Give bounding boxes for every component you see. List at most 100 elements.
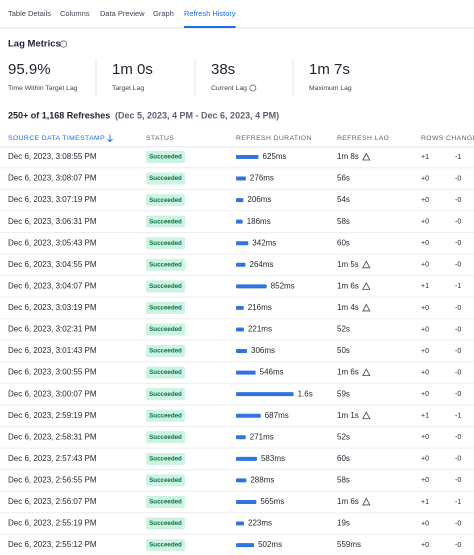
rows-removed: -0 — [455, 305, 461, 312]
metric-value: 1m 0s — [112, 61, 153, 78]
timestamp: Dec 6, 2023, 3:04:07 PM — [8, 281, 97, 290]
rows-added: +0 — [421, 542, 429, 549]
timestamp: Dec 6, 2023, 3:08:55 PM — [8, 152, 97, 161]
tab[interactable]: Refresh History — [184, 9, 236, 18]
status-badge — [146, 280, 185, 293]
status-badge — [146, 474, 185, 487]
duration: 271ms — [250, 432, 274, 441]
info-icon[interactable] — [249, 84, 257, 92]
lag: 59s — [337, 389, 350, 398]
lag: 50s — [337, 346, 350, 355]
rows-added: +0 — [421, 434, 429, 441]
duration-bar — [236, 198, 244, 203]
lag: 559ms — [337, 540, 361, 549]
rows-added: +0 — [421, 477, 429, 484]
tab[interactable]: Columns — [60, 9, 90, 18]
rows-removed: -0 — [455, 240, 461, 247]
tab[interactable]: Table Details — [8, 9, 51, 18]
tab[interactable]: Data Preview — [100, 9, 145, 18]
rows-added: +0 — [421, 326, 429, 333]
status: Succeeded — [149, 348, 182, 355]
status: Succeeded — [149, 326, 182, 333]
duration-bar — [236, 392, 294, 397]
duration: 1.6s — [298, 389, 313, 398]
duration-bar — [236, 543, 255, 548]
duration: 502ms — [258, 540, 282, 549]
status: Succeeded — [149, 391, 182, 398]
status: Succeeded — [149, 369, 182, 376]
metric-label: Current Lag — [211, 85, 247, 92]
tab[interactable]: Graph — [153, 9, 174, 18]
rows-removed: -0 — [455, 175, 461, 182]
status-badge — [146, 388, 185, 401]
warning-icon — [362, 303, 371, 312]
metric-label: Maximum Lag — [309, 85, 352, 92]
lag: 60s — [337, 238, 350, 247]
duration: 276ms — [250, 174, 274, 183]
duration-bar — [236, 219, 243, 224]
rows-removed: -0 — [455, 197, 461, 204]
column-header[interactable]: REFRESH DURATION — [236, 135, 312, 142]
timestamp: Dec 6, 2023, 3:07:19 PM — [8, 195, 97, 204]
status: Succeeded — [149, 197, 182, 204]
warning-icon — [362, 152, 371, 161]
duration-bar — [236, 456, 257, 461]
status: Succeeded — [149, 520, 182, 527]
metric-value: 95.9% — [8, 61, 51, 78]
status: Succeeded — [149, 240, 182, 247]
timestamp: Dec 6, 2023, 2:56:07 PM — [8, 497, 97, 506]
lag: 1m 6s — [337, 281, 359, 290]
status: Succeeded — [149, 412, 182, 419]
duration-bar — [236, 176, 246, 181]
rows-added: +0 — [421, 348, 429, 355]
column-header[interactable]: REFRESH LAG — [337, 135, 389, 142]
column-header[interactable]: ROWS CHANGE — [421, 135, 474, 142]
timestamp: Dec 6, 2023, 3:05:43 PM — [8, 238, 97, 247]
duration: 221ms — [248, 325, 272, 334]
status-badge — [146, 215, 185, 228]
duration-bar — [236, 305, 244, 310]
rows-added: +0 — [421, 197, 429, 204]
rows-removed: -0 — [455, 391, 461, 398]
warning-icon — [362, 368, 371, 376]
refresh-range: (Dec 5, 2023, 4 PM - Dec 6, 2023, 4 PM) — [115, 110, 279, 120]
status: Succeeded — [149, 261, 182, 268]
status-badge — [146, 345, 185, 358]
duration: 565ms — [260, 497, 284, 506]
column-header[interactable]: SOURCE DATA TIMESTAMP — [8, 135, 105, 142]
lag: 58s — [337, 217, 350, 226]
timestamp: Dec 6, 2023, 2:59:19 PM — [8, 411, 97, 420]
timestamp: Dec 6, 2023, 2:55:19 PM — [8, 519, 97, 528]
rows-removed: -0 — [455, 542, 461, 549]
info-icon[interactable] — [59, 40, 68, 48]
status-badge — [146, 237, 185, 250]
rows-removed: -1 — [455, 499, 461, 506]
timestamp: Dec 6, 2023, 2:57:43 PM — [8, 454, 97, 463]
lag: 1m 8s — [337, 152, 359, 161]
status-badge — [146, 194, 185, 207]
timestamp: Dec 6, 2023, 2:56:55 PM — [8, 476, 97, 485]
rows-added: +0 — [421, 369, 429, 376]
column-header[interactable]: STATUS — [146, 135, 174, 142]
timestamp: Dec 6, 2023, 3:03:19 PM — [8, 303, 97, 312]
status: Succeeded — [149, 305, 182, 312]
duration-bar — [236, 327, 244, 332]
status: Succeeded — [149, 154, 182, 161]
rows-removed: -0 — [455, 520, 461, 527]
duration: 546ms — [260, 368, 284, 377]
rows-added: +0 — [421, 219, 429, 226]
timestamp: Dec 6, 2023, 2:58:31 PM — [8, 432, 97, 441]
timestamp: Dec 6, 2023, 3:08:07 PM — [8, 174, 97, 183]
status: Succeeded — [149, 175, 182, 182]
status-badge — [146, 151, 185, 163]
lag: 19s — [337, 519, 350, 528]
metric-value: 38s — [211, 61, 235, 78]
rows-removed: -0 — [455, 326, 461, 333]
status-badge — [146, 495, 185, 508]
duration: 216ms — [248, 303, 272, 312]
rows-removed: -0 — [455, 262, 461, 269]
timestamp: Dec 6, 2023, 3:06:31 PM — [8, 217, 97, 226]
status-badge — [146, 517, 185, 530]
rows-removed: -0 — [455, 219, 461, 226]
